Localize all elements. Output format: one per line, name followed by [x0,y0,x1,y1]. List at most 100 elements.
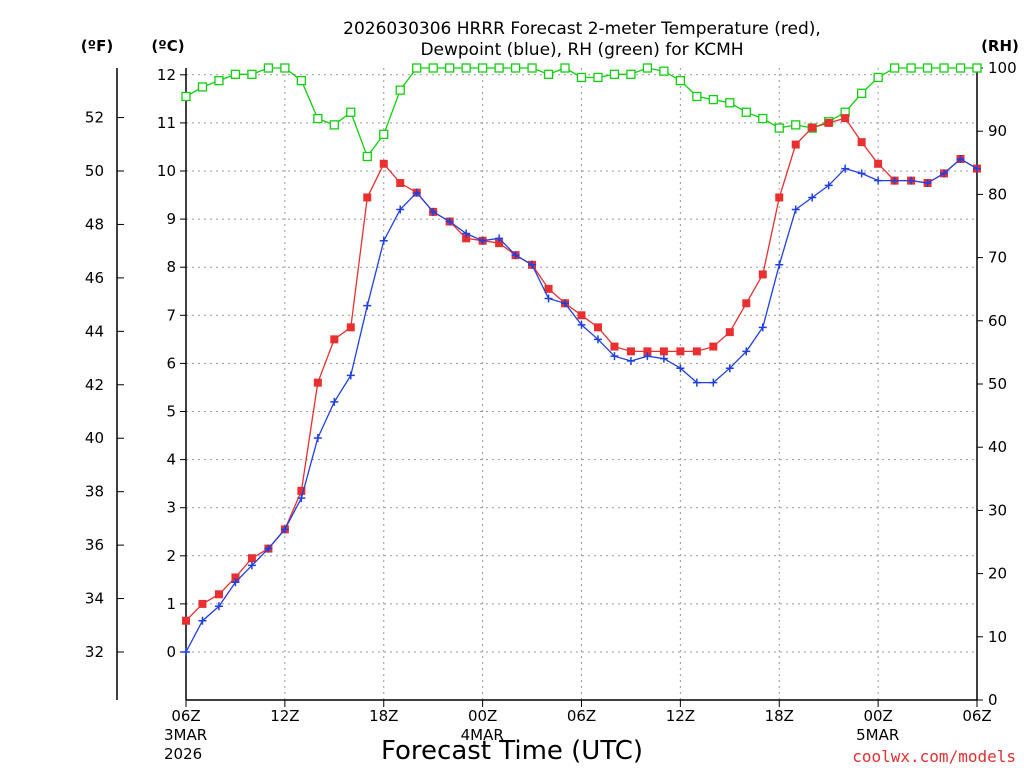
gridlines [186,68,977,700]
x-axis-label: Forecast Time (UTC) [381,736,643,766]
rh-point [758,113,768,124]
x-tick-year-label: 2026 [164,745,202,763]
tick-labels: 0123456789101112323436384042444648505201… [85,59,1017,763]
fahrenheit-tick-label: 50 [85,162,104,180]
celsius-tick-label: 4 [166,451,176,469]
dewpoint-point [676,364,685,373]
dewpoint-point [791,205,800,214]
rh-point [774,123,784,133]
dewpoint-point [808,193,817,202]
rh-point [445,63,455,73]
rh-point [708,94,718,105]
dewpoint-point [182,648,190,656]
dewpoint-point [363,301,372,310]
temperature-point [396,179,405,188]
dewpoint-point [890,176,899,185]
rh-tick-label: 80 [988,185,1007,203]
rh-point [725,98,735,108]
temperature-point [874,159,883,168]
x-tick-label: 06Z [962,707,991,725]
dewpoint-point [593,335,602,344]
temperature-point [462,234,471,243]
rh-point [675,75,686,86]
rh-tick-label: 50 [988,375,1007,393]
dewpoint-point [692,378,701,387]
axes [116,67,983,707]
dewpoint-point [214,602,223,611]
temperature-point [346,323,355,332]
dewpoint-point [956,154,965,163]
fahrenheit-tick-label: 36 [85,536,104,554]
rh-point [922,63,933,73]
dewpoint-point [709,378,718,387]
fahrenheit-tick-label: 44 [85,322,104,340]
dewpoint-point [330,397,339,406]
dewpoint-point [758,323,767,332]
dewpoint-point [742,347,751,356]
x-tick-label: 00Z [468,707,497,725]
dewpoint-point [247,561,256,570]
x-tick-date-label: 3MAR [164,726,207,744]
rh-tick-label: 60 [988,312,1007,330]
dewpoint-point [346,371,355,380]
rh-tick-label: 90 [988,122,1007,140]
rh-point [906,63,916,73]
temperature-point [676,347,685,356]
rh-point [329,120,339,130]
temperature-point [659,347,668,356]
fahrenheit-tick-label: 42 [85,376,104,394]
celsius-tick-label: 7 [166,306,176,324]
temperature-point [692,347,701,356]
temperature-point [758,270,767,279]
temperature-point [495,239,504,248]
rh-point [642,63,653,73]
fahrenheit-tick-label: 48 [85,215,104,233]
temperature-point [313,378,322,387]
rh-point [543,69,554,79]
temperature-point [363,193,372,202]
dewpoint-point [313,433,322,442]
dewpoint-point [973,164,981,173]
dewpoint-point [857,169,866,178]
temperature-point [297,486,306,495]
celsius-tick-label: 1 [166,595,176,613]
fahrenheit-tick-label: 46 [85,269,104,287]
temperature-point [610,342,619,351]
temperature-point [231,573,240,582]
data-series [181,63,982,656]
rh-point [527,63,537,73]
celsius-tick-label: 0 [166,643,176,661]
rh-point [412,63,422,73]
rh-point [313,113,323,124]
temperature-point [775,193,784,202]
dewpoint-point [923,179,932,188]
dewpoint-point [940,169,949,178]
rh-tick-label: 0 [988,691,998,709]
temperature-point [824,118,833,127]
rh-point [362,151,372,162]
celsius-tick-label: 9 [166,210,176,228]
dewpoint-point [775,260,784,269]
dewpoint-point [445,217,454,226]
celsius-tick-label: 10 [157,162,176,180]
x-tick-label: 18Z [765,707,794,725]
dewpoint-point [264,544,273,553]
dewpoint-point [280,525,289,534]
fahrenheit-axis-header: (ºF) [81,37,113,55]
temperature-point [182,616,190,625]
credit-text: coolwx.com/models [852,747,1016,766]
dewpoint-point [396,205,405,214]
rh-point [230,69,241,79]
rh-point [477,63,488,73]
dewpoint-point [626,356,635,365]
rh-point [461,63,471,73]
temperature-point [198,599,207,608]
dewpoint-point [544,294,553,303]
rh-point [741,107,751,117]
rh-point [280,63,290,73]
rh-point [576,72,587,83]
temperature-point [577,311,586,320]
dewpoint-point [824,181,833,190]
rh-point [939,63,949,73]
